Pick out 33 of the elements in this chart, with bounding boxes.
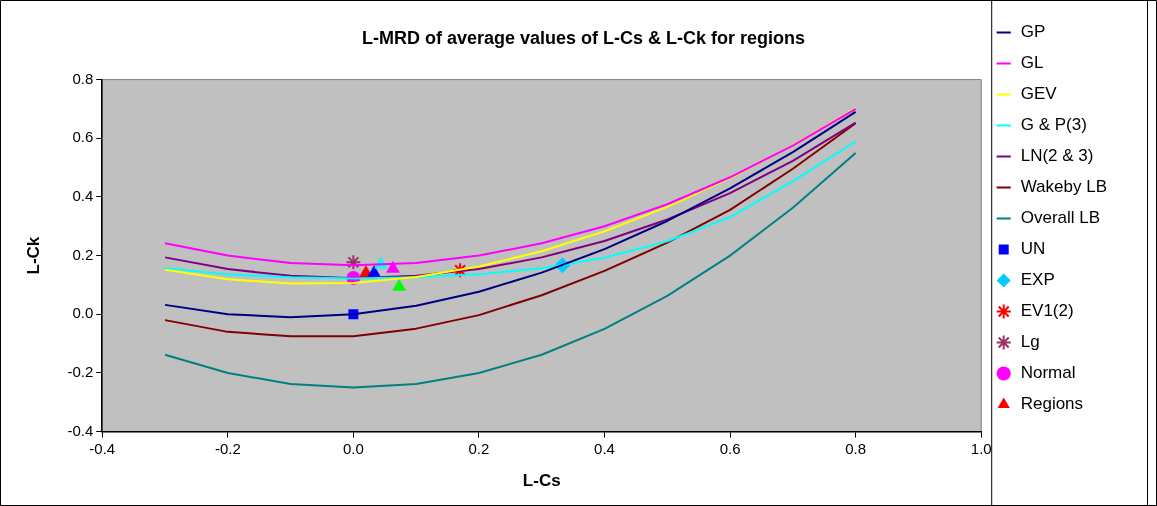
legend-label: GP bbox=[1020, 22, 1046, 42]
x-tick-label: 0.8 bbox=[845, 439, 867, 457]
y-tick-label: 0.8 bbox=[72, 69, 94, 87]
x-tick-label: -0.4 bbox=[89, 439, 116, 457]
legend-label: GL bbox=[1020, 53, 1044, 73]
legend-label: Regions bbox=[1020, 394, 1084, 414]
y-axis-title: L-Ck bbox=[23, 236, 43, 275]
x-tick-label: 0.0 bbox=[342, 439, 364, 457]
point bbox=[392, 278, 407, 291]
y-tick-label: -0.2 bbox=[67, 363, 94, 381]
legend-label: GEV bbox=[1020, 84, 1058, 104]
x-tick-label: -0.2 bbox=[214, 439, 241, 457]
x-axis-title: L-Cs bbox=[522, 471, 561, 491]
point bbox=[345, 254, 362, 271]
legend-label: Normal bbox=[1020, 363, 1076, 383]
legend-label: EV1(2) bbox=[1020, 301, 1074, 321]
y-tick-label: 0.6 bbox=[72, 128, 94, 146]
legend-label: Wakeby LB bbox=[1020, 177, 1107, 197]
legend-label: EXP bbox=[1020, 270, 1055, 290]
y-tick-label: 0.0 bbox=[72, 304, 94, 322]
chart-title: L-MRD of average values of L-Cs & L-Ck for regions bbox=[361, 27, 806, 48]
legend-label: G & P(3) bbox=[1020, 115, 1087, 135]
y-tick-label: 0.4 bbox=[72, 187, 94, 205]
y-tick-label: -0.4 bbox=[67, 421, 94, 439]
y-tick-label: 0.2 bbox=[72, 245, 94, 263]
legend-label: LN(2 & 3) bbox=[1020, 146, 1094, 166]
x-tick-label: 0.2 bbox=[468, 439, 490, 457]
x-tick-label: 0.6 bbox=[719, 439, 741, 457]
x-tick-label: 1.0 bbox=[970, 439, 992, 457]
legend-label: UN bbox=[1020, 239, 1046, 259]
x-tick-label: 0.4 bbox=[594, 439, 615, 457]
legend-label: Lg bbox=[1020, 332, 1040, 352]
legend-label: Overall LB bbox=[1020, 208, 1101, 228]
